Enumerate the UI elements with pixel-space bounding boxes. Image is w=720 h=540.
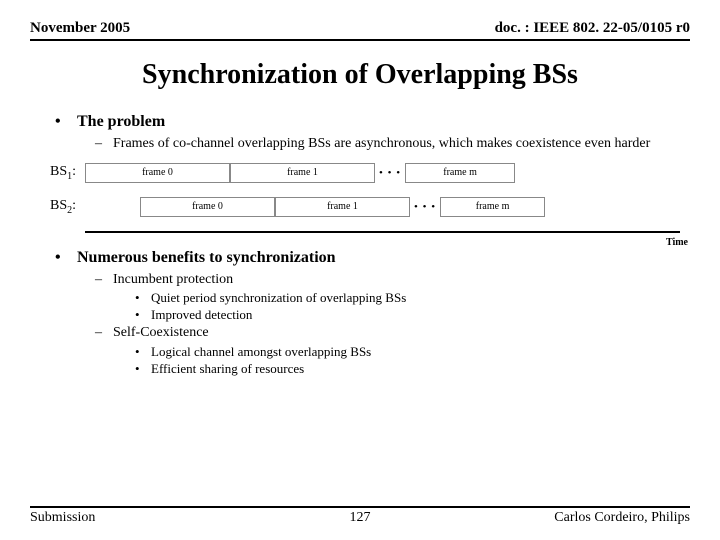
frame-box: frame 0 bbox=[85, 163, 230, 183]
bullet-marker: • bbox=[55, 249, 77, 267]
bullet-efficient-sharing: • Efficient sharing of resources bbox=[135, 361, 690, 377]
bullet-text: Quiet period synchronization of overlapp… bbox=[151, 290, 406, 306]
ellipsis: • • • bbox=[410, 201, 440, 213]
slide-footer: Submission 127 Carlos Cordeiro, Philips bbox=[30, 506, 690, 526]
bs-prefix: BS bbox=[50, 164, 67, 179]
bullet-marker: • bbox=[55, 113, 77, 131]
time-axis: Time bbox=[85, 231, 680, 233]
timing-diagram: BS1: frame 0 frame 1 • • • frame m BS2: … bbox=[30, 163, 690, 233]
frame-box: frame m bbox=[440, 197, 545, 217]
bs-suffix: : bbox=[72, 164, 76, 179]
slide-header: November 2005 doc. : IEEE 802. 22-05/010… bbox=[30, 20, 690, 41]
bullet-self-coexistence: – Self-Coexistence bbox=[95, 324, 690, 342]
bullet-problem: • The problem bbox=[55, 113, 690, 131]
header-doc-id: doc. : IEEE 802. 22-05/0105 r0 bbox=[495, 20, 690, 37]
bs2-frames: frame 0 frame 1 • • • frame m bbox=[140, 197, 690, 217]
bs-suffix: : bbox=[72, 198, 76, 213]
footer-page-number: 127 bbox=[350, 510, 371, 526]
frame-box: frame 0 bbox=[140, 197, 275, 217]
bullet-incumbent: – Incumbent protection bbox=[95, 271, 690, 289]
bullet-problem-detail: – Frames of co-channel overlapping BSs a… bbox=[95, 135, 690, 153]
dash-marker: – bbox=[95, 271, 113, 289]
footer-left: Submission bbox=[30, 510, 95, 526]
bullet-logical-channel: • Logical channel amongst overlapping BS… bbox=[135, 344, 690, 360]
bullet-text: The problem bbox=[77, 113, 165, 131]
bs-prefix: BS bbox=[50, 198, 67, 213]
bullet-marker: • bbox=[135, 344, 151, 360]
bullet-marker: • bbox=[135, 290, 151, 306]
frame-box: frame m bbox=[405, 163, 515, 183]
bullet-marker: • bbox=[135, 307, 151, 323]
dash-marker: – bbox=[95, 135, 113, 153]
time-label: Time bbox=[666, 237, 688, 248]
bullet-marker: • bbox=[135, 361, 151, 377]
bs2-row: BS2: frame 0 frame 1 • • • frame m bbox=[30, 197, 690, 217]
bullet-improved-detection: • Improved detection bbox=[135, 307, 690, 323]
bullet-text: Efficient sharing of resources bbox=[151, 361, 304, 377]
slide-title: Synchronization of Overlapping BSs bbox=[30, 59, 690, 91]
bullet-benefits: • Numerous benefits to synchronization bbox=[55, 249, 690, 267]
bullet-text: Frames of co-channel overlapping BSs are… bbox=[113, 135, 650, 153]
bs1-row: BS1: frame 0 frame 1 • • • frame m bbox=[30, 163, 690, 183]
ellipsis: • • • bbox=[375, 167, 405, 179]
bullet-text: Self-Coexistence bbox=[113, 324, 209, 342]
bullet-quiet-period: • Quiet period synchronization of overla… bbox=[135, 290, 690, 306]
frame-box: frame 1 bbox=[275, 197, 410, 217]
bullet-text: Numerous benefits to synchronization bbox=[77, 249, 336, 267]
dash-marker: – bbox=[95, 324, 113, 342]
bs1-label: BS1: bbox=[30, 164, 85, 182]
bullet-text: Logical channel amongst overlapping BSs bbox=[151, 344, 371, 360]
bs1-frames: frame 0 frame 1 • • • frame m bbox=[85, 163, 690, 183]
bs2-label: BS2: bbox=[30, 198, 85, 216]
bullet-text: Improved detection bbox=[151, 307, 252, 323]
frame-box: frame 1 bbox=[230, 163, 375, 183]
bullet-text: Incumbent protection bbox=[113, 271, 233, 289]
header-date: November 2005 bbox=[30, 20, 130, 37]
footer-author: Carlos Cordeiro, Philips bbox=[554, 510, 690, 526]
